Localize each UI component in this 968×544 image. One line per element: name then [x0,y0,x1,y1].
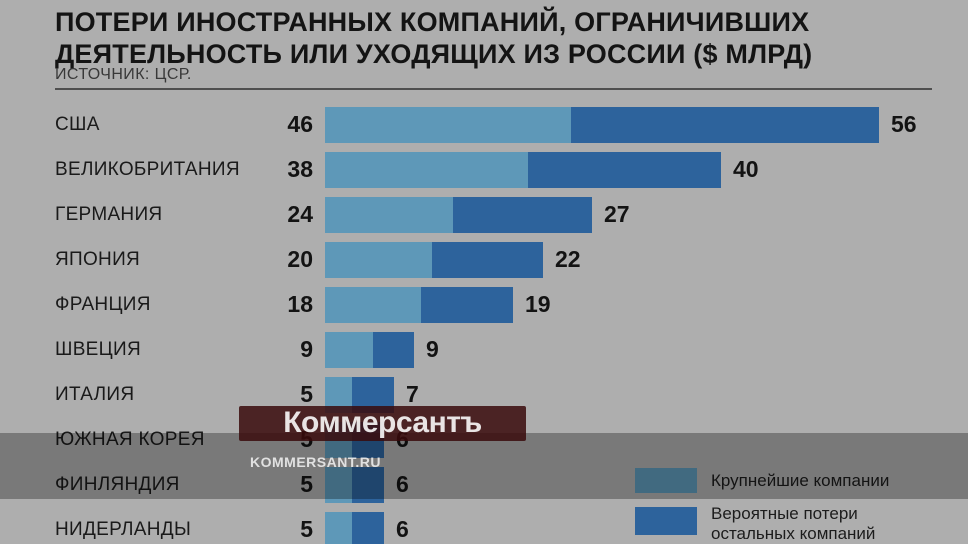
chart-row: ФРАНЦИЯ 18 19 [55,282,968,327]
chart-row: США 46 56 [55,102,968,147]
value-largest-companies: 5 [300,381,313,407]
country-label: США [55,113,100,135]
chart-row: ШВЕЦИЯ 9 9 [55,327,968,372]
value-total: 9 [426,336,439,362]
value-largest-companies: 46 [287,111,313,137]
country-label: ВЕЛИКОБРИТАНИЯ [55,158,240,180]
legend-label: Крупнейшие компании [711,470,890,490]
chart-row: ГЕРМАНИЯ 24 27 [55,192,968,237]
stacked-bar [325,151,721,188]
value-largest-companies: 24 [287,201,313,227]
stacked-bar [325,196,592,233]
kommersant-logo-text: Коммерсантъ [283,405,482,439]
chart-source: ИСТОЧНИК: ЦСР. [55,66,192,83]
value-total: 56 [891,111,917,137]
stacked-bar [325,106,879,143]
country-label: ГЕРМАНИЯ [55,203,163,225]
value-total: 27 [604,201,630,227]
country-label: ШВЕЦИЯ [55,338,141,360]
value-total: 19 [525,291,551,317]
value-largest-companies: 38 [287,156,313,182]
stacked-bar [325,466,384,503]
stacked-bar [325,286,513,323]
country-label: ИТАЛИЯ [55,383,135,405]
bar-segment-largest-companies [325,511,352,544]
legend-label: Вероятные потери остальных компаний [711,504,876,543]
legend-swatch-light-blue [635,468,697,493]
chart-title-line1: ПОТЕРИ ИНОСТРАННЫХ КОМПАНИЙ, ОГРАНИЧИВШИ… [55,7,810,37]
bar-segment-largest-companies [325,196,453,233]
value-total: 40 [733,156,759,182]
bar-segment-largest-companies [325,106,571,143]
legend-item-largest-companies: Крупнейшие компании [635,468,911,493]
country-label: ФИНЛЯНДИЯ [55,473,180,495]
chart-title: ПОТЕРИ ИНОСТРАННЫХ КОМПАНИЙ, ОГРАНИЧИВШИ… [55,6,915,70]
bar-segment-largest-companies [325,466,352,503]
stacked-bar [325,331,414,368]
bar-segment-largest-companies [325,151,528,188]
bar-segment-largest-companies [325,241,432,278]
kommersant-logo-watermark: Коммерсантъ [239,406,526,441]
bar-segment-largest-companies [325,331,373,368]
value-largest-companies: 20 [287,246,313,272]
value-largest-companies: 5 [300,471,313,497]
chart-row: ВЕЛИКОБРИТАНИЯ 38 40 [55,147,968,192]
legend-item-other-companies: Вероятные потери остальных компаний [635,504,911,544]
chart-row: НИДЕРЛАНДЫ 5 6 [55,507,968,544]
bar-rows: США 46 56 ВЕЛИКОБРИТАНИЯ 38 40 ГЕРМАНИЯ 24 27 ЯПО… [55,102,968,544]
stacked-bar [325,511,384,544]
chart-row: ФИНЛЯНДИЯ 5 6 [55,462,968,507]
value-largest-companies: 18 [287,291,313,317]
chart-row: ЯПОНИЯ 20 22 [55,237,968,282]
bar-segment-largest-companies [325,286,421,323]
kommersant-site-watermark: KOMMERSANT.RU [250,454,381,470]
country-label: ФРАНЦИЯ [55,293,151,315]
stacked-bar [325,241,543,278]
country-label: ЮЖНАЯ КОРЕЯ [55,428,205,450]
legend-swatch-dark-blue [635,507,697,535]
value-total: 6 [396,471,409,497]
value-largest-companies: 5 [300,516,313,542]
country-label: ЯПОНИЯ [55,248,141,270]
value-total: 22 [555,246,581,272]
value-total: 6 [396,516,409,542]
value-largest-companies: 9 [300,336,313,362]
country-label: НИДЕРЛАНДЫ [55,518,192,540]
value-total: 7 [406,381,419,407]
separator-line [55,88,932,90]
chart-title-line2: ДЕЯТЕЛЬНОСТЬ ИЛИ УХОДЯЩИХ ИЗ РОССИИ ($ М… [55,39,813,69]
